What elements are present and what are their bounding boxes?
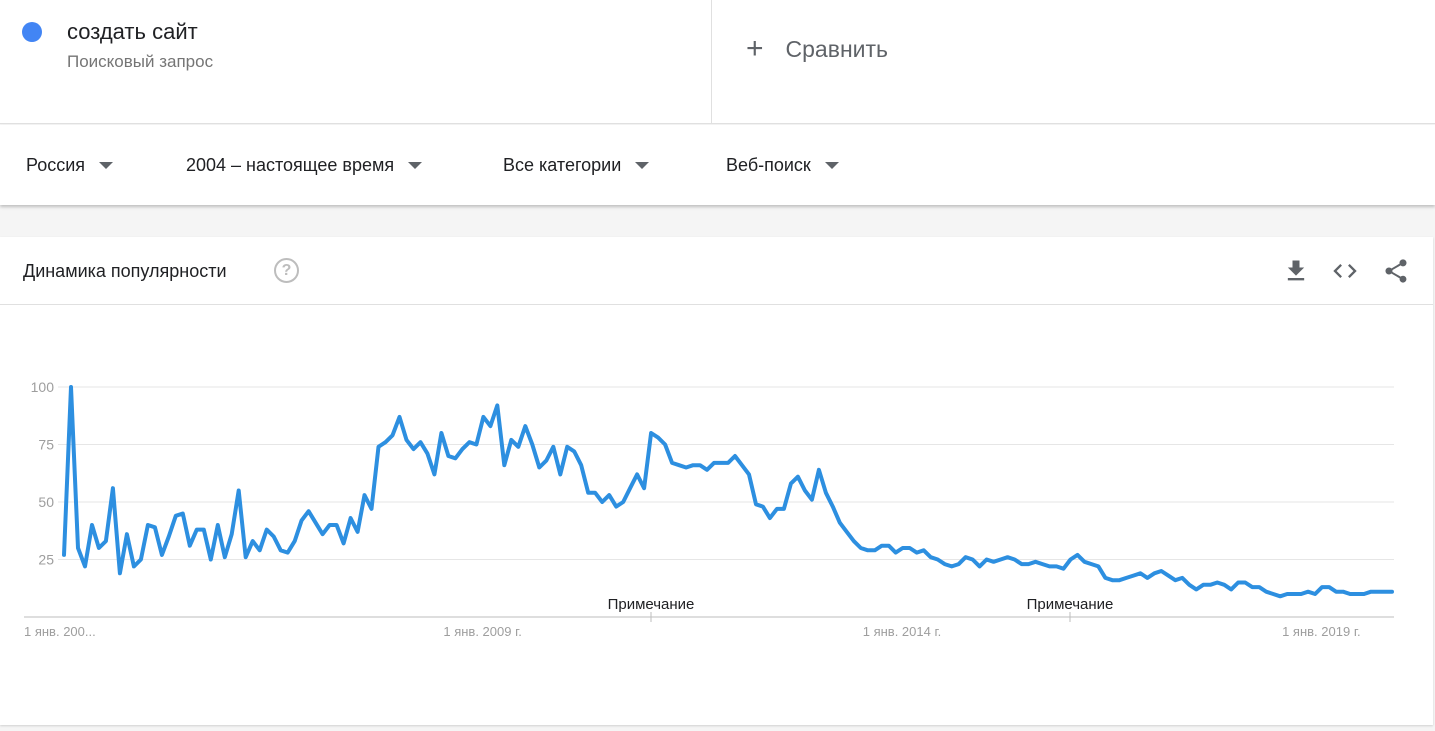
plus-icon: + [746,32,764,65]
question-circle-icon[interactable]: ? [274,258,299,283]
search-term-card[interactable]: создать сайт Поисковый запрос [0,0,712,124]
download-icon[interactable] [1282,257,1310,285]
caret-down-icon [99,162,114,169]
compare-label: Сравнить [785,35,889,62]
caret-down-icon [824,162,839,169]
search-type-label: Веб-поиск [726,155,811,175]
category-label: Все категории [503,155,622,175]
card-title: Динамика популярности [23,261,227,281]
share-icon[interactable] [1382,257,1410,285]
filter-bar: Россия 2004 – настоящее время Все катего… [0,125,1435,205]
term-color-dot [22,22,42,42]
embed-code-icon[interactable] [1331,257,1359,285]
region-label: Россия [26,155,86,175]
compare-button[interactable]: + Сравнить [746,34,888,64]
period-dropdown[interactable]: 2004 – настоящее время [186,155,423,176]
period-label: 2004 – настоящее время [186,155,395,175]
caret-down-icon [408,162,423,169]
search-term-type: Поисковый запрос [67,52,214,71]
caret-down-icon [635,162,650,169]
search-type-dropdown[interactable]: Веб-поиск [726,155,839,176]
region-dropdown[interactable]: Россия [26,155,114,176]
category-dropdown[interactable]: Все категории [503,155,650,176]
search-terms-bar: создать сайт Поисковый запрос + Сравнить [0,0,1435,124]
search-term-title[interactable]: создать сайт [67,19,198,44]
interest-over-time-card: Динамика популярности ? [0,237,1433,725]
card-header: Динамика популярности ? [0,237,1433,305]
